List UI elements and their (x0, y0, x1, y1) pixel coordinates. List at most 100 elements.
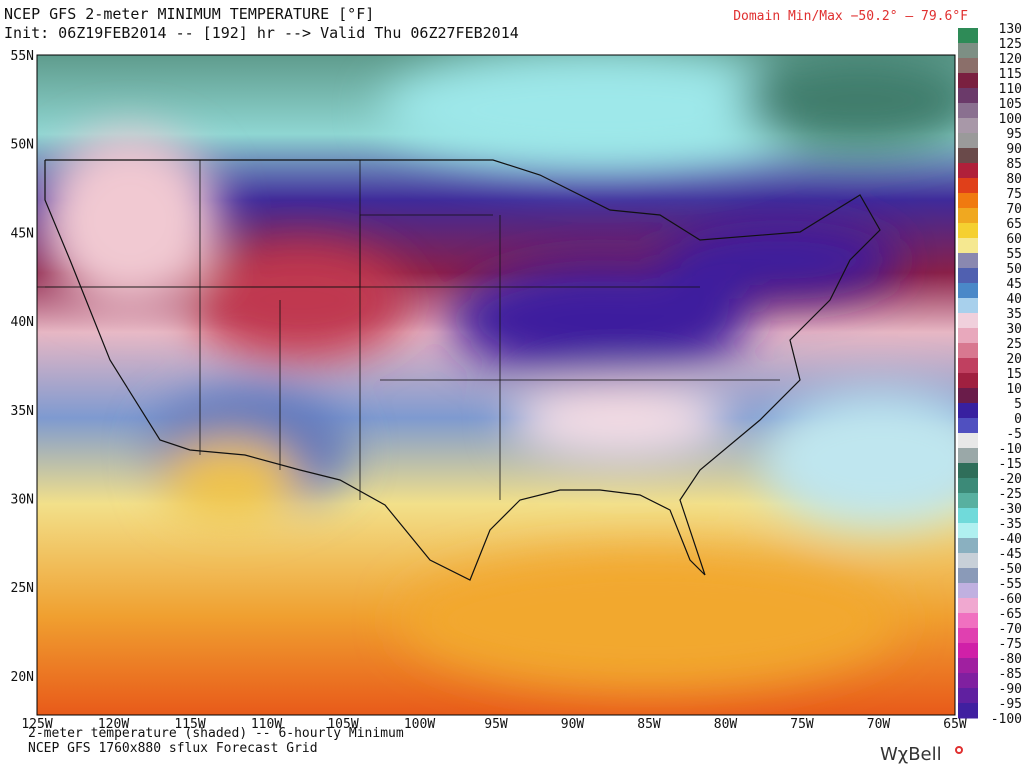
colorbar-label: 25 (1006, 337, 1022, 352)
footer-line: 2-meter temperature (shaded) -- 6-hourly… (28, 726, 404, 741)
colorbar-label: 55 (1006, 247, 1022, 262)
colorbar-label: 50 (1006, 262, 1022, 277)
colorbar-swatch (958, 568, 978, 584)
colorbar-swatch (958, 178, 978, 194)
colorbar-label: 35 (1006, 307, 1022, 322)
colorbar-swatch (958, 703, 978, 719)
colorbar-swatch (958, 553, 978, 569)
lat-label: 50N (11, 138, 34, 153)
colorbar-label: 40 (1006, 292, 1022, 307)
colorbar-label: 60 (1006, 232, 1022, 247)
colorbar-label: -45 (999, 547, 1022, 562)
colorbar-label: 110 (999, 82, 1022, 97)
colorbar-label: 5 (1014, 397, 1022, 412)
colorbar-label: -25 (999, 487, 1022, 502)
colorbar-swatch (958, 118, 978, 134)
colorbar-label: -15 (999, 457, 1022, 472)
colorbar-swatch (958, 373, 978, 389)
lon-label: 85W (637, 717, 661, 732)
colorbar-label: -10 (999, 442, 1022, 457)
colorbar-label: -30 (999, 502, 1022, 517)
colorbar-swatch (958, 313, 978, 329)
colorbar-label: 130 (999, 22, 1022, 37)
colorbar-label: -40 (999, 532, 1022, 547)
colorbar-swatch (958, 103, 978, 119)
colorbar-label: -5 (1006, 427, 1022, 442)
colorbar-swatch (958, 598, 978, 614)
lat-label: 30N (11, 493, 34, 508)
colorbar-swatch (958, 283, 978, 299)
title: NCEP GFS 2-meter MINIMUM TEMPERATURE [°F… (4, 5, 374, 23)
colorbar-swatch (958, 58, 978, 74)
colorbar-label: -55 (999, 577, 1022, 592)
logo-mark (955, 746, 963, 754)
domain-min-max: Domain Min/Max −50.2° – 79.6°F (733, 9, 968, 24)
colorbar-label: 10 (1006, 382, 1022, 397)
temperature-field (37, 55, 955, 715)
init-line: Init: 06Z19FEB2014 -- [192] hr --> Valid… (4, 24, 519, 42)
colorbar-swatch (958, 658, 978, 674)
colorbar-swatch (958, 688, 978, 704)
colorbar-label: -100 (991, 712, 1022, 727)
colorbar-label: 65 (1006, 217, 1022, 232)
lat-label: 40N (11, 315, 34, 330)
lat-label: 25N (11, 581, 34, 596)
colorbar-label: 75 (1006, 187, 1022, 202)
lat-label: 20N (11, 670, 34, 685)
colorbar-label: -75 (999, 637, 1022, 652)
lat-label: 45N (11, 226, 34, 241)
lat-label: 35N (11, 404, 34, 419)
colorbar-label: -80 (999, 652, 1022, 667)
colorbar-swatch (958, 673, 978, 689)
map-frame (36, 54, 956, 716)
colorbar-label: 70 (1006, 202, 1022, 217)
lon-label: 90W (561, 717, 585, 732)
colorbar-swatch (958, 463, 978, 479)
colorbar-label: 85 (1006, 157, 1022, 172)
colorbar-swatch (958, 328, 978, 344)
colorbar-label: 105 (999, 97, 1022, 112)
colorbar-label: -95 (999, 697, 1022, 712)
logo: WχBell (880, 744, 942, 765)
colorbar-swatch (958, 343, 978, 359)
colorbar-swatch (958, 388, 978, 404)
colorbar-label: 95 (1006, 127, 1022, 142)
colorbar-label: 125 (999, 37, 1022, 52)
colorbar-swatch (958, 448, 978, 464)
lon-label: 120W (98, 717, 129, 732)
labels: 55N 50N 45N 40N 35N 30N 25N 20N 125W 120W 115W 110W… (11, 22, 1022, 732)
lon-label: 105W (327, 717, 358, 732)
colorbar-swatch (958, 613, 978, 629)
colorbar-label: 100 (999, 112, 1022, 127)
colorbar-label: 0 (1014, 412, 1022, 427)
lon-label: 95W (484, 717, 508, 732)
lon-label: 70W (867, 717, 891, 732)
colorbar-label: -35 (999, 517, 1022, 532)
lon-label: 100W (404, 717, 435, 732)
colorbar-label: 45 (1006, 277, 1022, 292)
colorbar-swatch (958, 358, 978, 374)
colorbar-label: -90 (999, 682, 1022, 697)
colorbar-swatch (958, 208, 978, 224)
footer-line: NCEP GFS 1760x880 sflux Forecast Grid (28, 741, 318, 756)
colorbar-label: -65 (999, 607, 1022, 622)
colorbar-label: 115 (999, 67, 1022, 82)
colorbar-swatch (958, 88, 978, 104)
colorbar-swatch (958, 508, 978, 524)
colorbar-swatch (958, 73, 978, 89)
lon-label: 75W (790, 717, 814, 732)
lon-label: 80W (714, 717, 738, 732)
colorbar-label: 30 (1006, 322, 1022, 337)
colorbar-label: 15 (1006, 367, 1022, 382)
colorbar-label: -70 (999, 622, 1022, 637)
colorbar-swatch (958, 643, 978, 659)
lon-label: 65W (943, 717, 967, 732)
colorbar-swatch (958, 193, 978, 209)
colorbar-label: -50 (999, 562, 1022, 577)
lon-label: 125W (21, 717, 52, 732)
colorbar-swatch (958, 43, 978, 59)
colorbar-swatch (958, 478, 978, 494)
colorbar-label: 120 (999, 52, 1022, 67)
colorbar-swatch (958, 418, 978, 434)
